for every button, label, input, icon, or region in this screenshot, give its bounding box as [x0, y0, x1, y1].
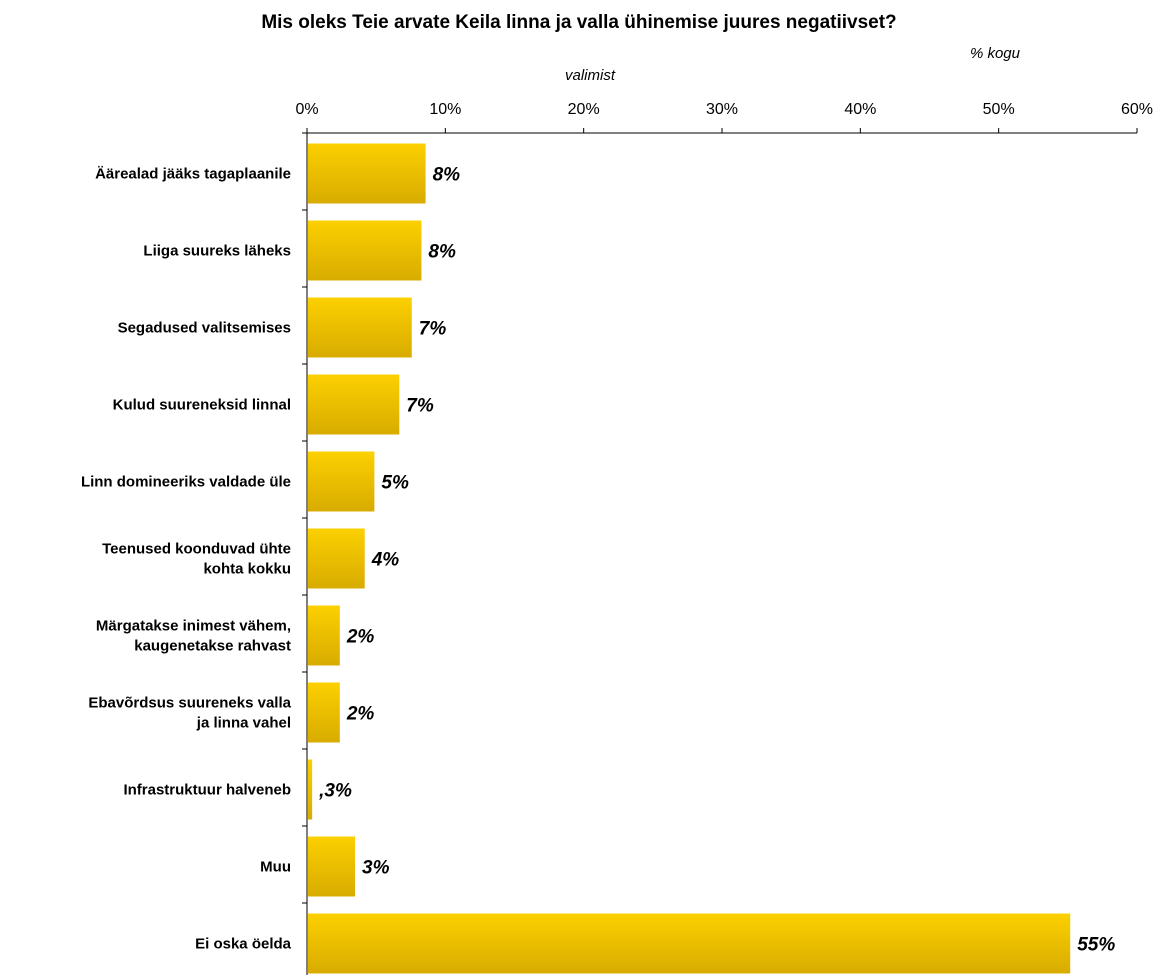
- category-label: Kulud suureneksid linnal: [113, 397, 291, 414]
- data-label: 8%: [433, 165, 461, 186]
- category-label: kohta kokku: [203, 561, 291, 578]
- bar: [308, 759, 313, 820]
- category-label: ja linna vahel: [196, 715, 291, 732]
- bar: [308, 220, 422, 281]
- data-label: 3%: [362, 858, 390, 879]
- bar: [308, 143, 426, 204]
- unit-label-line1: % kogu: [970, 45, 1021, 62]
- unit-label-line2: valimist: [565, 67, 616, 84]
- x-tick-label: 50%: [983, 101, 1015, 118]
- x-tick-label: 40%: [844, 101, 876, 118]
- category-label: Märgatakse inimest vähem,: [96, 618, 291, 635]
- bar: [308, 836, 356, 897]
- x-tick-label: 10%: [429, 101, 461, 118]
- bar: [308, 605, 340, 666]
- category-label: Äärealad jääks tagaplaanile: [95, 166, 291, 183]
- data-label: 55%: [1077, 935, 1115, 956]
- category-label: kaugenetakse rahvast: [134, 638, 291, 655]
- category-label: Infrastruktuur halveneb: [123, 782, 291, 799]
- x-tick-label: 0%: [295, 101, 318, 118]
- x-tick-label: 30%: [706, 101, 738, 118]
- data-label: 8%: [428, 242, 456, 263]
- bar: [308, 682, 340, 743]
- x-axis: 0% 10% 20% 30% 40% 50% 60%: [295, 101, 1153, 134]
- data-label: 7%: [406, 396, 434, 417]
- data-label: ,3%: [318, 781, 352, 802]
- category-label: Ebavõrdsus suureneks valla: [88, 695, 291, 712]
- bar: [308, 913, 1071, 974]
- data-label: 5%: [381, 473, 409, 494]
- chart-title: Mis oleks Teie arvate Keila linna ja val…: [261, 12, 896, 33]
- category-label: Segadused valitsemises: [118, 320, 291, 337]
- x-tick-label: 60%: [1121, 101, 1153, 118]
- data-label: 7%: [419, 319, 447, 340]
- category-label: Linn domineeriks valdade üle: [81, 474, 291, 491]
- data-labels: 8% 8% 7% 7% 5% 4% 2% 2% ,3% 3% 55%: [318, 165, 1115, 956]
- category-label: Liiga suureks läheks: [143, 243, 291, 260]
- bar: [308, 451, 375, 512]
- x-tick-label: 20%: [568, 101, 600, 118]
- data-label: 2%: [346, 704, 375, 725]
- data-label: 4%: [371, 550, 400, 571]
- bar: [308, 297, 412, 358]
- bar: [308, 528, 365, 589]
- category-labels: Äärealad jääks tagaplaanile Liiga suureks…: [81, 166, 292, 953]
- category-label: Muu: [260, 859, 291, 876]
- bar: [308, 374, 400, 435]
- category-label: Teenused koonduvad ühte: [102, 541, 291, 558]
- data-label: 2%: [346, 627, 375, 648]
- y-axis: [302, 132, 308, 975]
- bars: [308, 143, 1071, 974]
- category-label: Ei oska öelda: [195, 936, 292, 953]
